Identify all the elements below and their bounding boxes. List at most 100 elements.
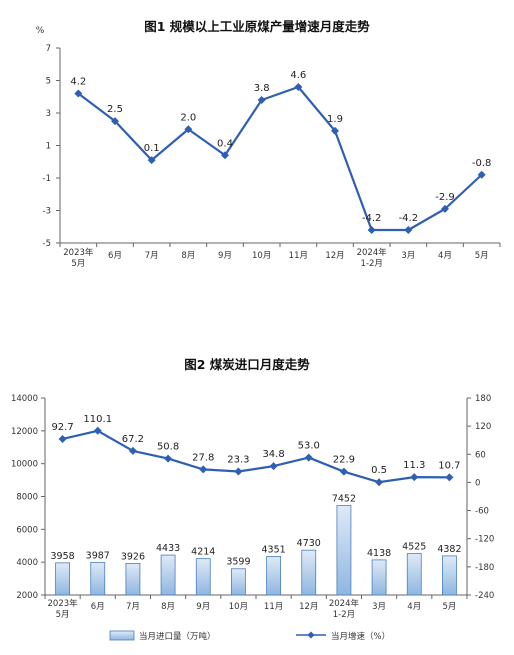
chart-1-series-line (77, 85, 483, 232)
chart-2-legend: 当月进口量（万吨） 当月增速（%） (109, 630, 390, 642)
data-point (111, 117, 119, 126)
x-tick-label: 4月 (407, 602, 421, 612)
legend-line-marker (307, 631, 315, 639)
y-tick-label: -5 (43, 239, 51, 249)
data-point (375, 478, 384, 487)
data-label: 23.3 (227, 454, 249, 465)
chart-1-y-unit: % (36, 26, 45, 36)
x-tick-label: 5月 (71, 259, 85, 269)
x-tick-label: 7月 (145, 251, 159, 261)
bar (125, 562, 141, 596)
left-y-tick-label: 2000 (16, 591, 38, 601)
x-tick-label: 5月 (442, 602, 456, 612)
data-point (331, 126, 339, 135)
left-y-tick-label: 8000 (16, 493, 38, 503)
data-label: -0.8 (472, 158, 492, 169)
data-point (58, 434, 67, 443)
x-tick-label: 12月 (299, 602, 318, 612)
y-tick-label: 3 (46, 109, 51, 119)
left-y-tick-label: 12000 (11, 427, 38, 437)
y-tick-label: -1 (43, 174, 51, 184)
bar-label: 4138 (367, 548, 391, 559)
data-point (441, 204, 449, 213)
bar (231, 568, 246, 596)
chart-1-y-ticks: 7 5 3 1 -1 -3 -5 (43, 44, 60, 249)
bar (160, 554, 176, 596)
bar (266, 556, 281, 596)
bar-label: 4525 (402, 542, 426, 553)
x-tick-label: 11月 (264, 602, 283, 612)
x-tick-label: 10月 (252, 251, 271, 261)
right-y-tick-label: -120 (475, 535, 494, 545)
bar (336, 505, 352, 596)
data-label: 2.5 (107, 104, 123, 115)
data-point (269, 462, 278, 471)
x-tick-label: 9月 (196, 602, 210, 612)
chart-2-title: 图2 煤炭进口月度走势 (184, 357, 310, 372)
chart-2-line: 92.7 110.1 67.2 50.8 27.8 23.3 34.8 53.0 22.9 0.5… (51, 414, 461, 487)
x-tick-label: 6月 (91, 602, 105, 612)
right-y-tick-label: -180 (475, 563, 494, 573)
y-tick-label: 5 (46, 77, 51, 87)
data-label: 50.8 (157, 442, 179, 453)
bar-label: 4214 (191, 547, 215, 558)
right-y-tick-label: -60 (475, 507, 489, 517)
x-tick-label: 8月 (161, 602, 175, 612)
data-label: 53.0 (298, 441, 320, 452)
data-label: -2.9 (435, 192, 455, 203)
bar (406, 553, 422, 596)
bar-label: 4382 (437, 544, 461, 555)
chart-1-title: 图1 规模以上工业原煤产量增速月度走势 (144, 19, 370, 34)
data-label: 2.0 (180, 112, 196, 123)
x-tick-label: 12月 (325, 251, 344, 261)
x-tick-label: 4月 (438, 251, 452, 261)
x-tick-label: 2023年 (48, 598, 79, 609)
data-label: 3.8 (254, 83, 270, 94)
left-y-tick-label: 14000 (11, 394, 38, 404)
data-label: 11.3 (403, 460, 425, 471)
bar-label: 3926 (121, 551, 145, 562)
bar (371, 559, 387, 596)
bar-label: 7452 (332, 493, 356, 504)
x-tick-label: 1-2月 (333, 610, 355, 620)
data-point (367, 226, 376, 234)
bar (195, 558, 211, 596)
data-label: -4.2 (399, 213, 419, 224)
data-point (74, 89, 83, 98)
data-point (257, 96, 266, 104)
x-tick-label: 5月 (475, 251, 489, 261)
x-tick-label: 11月 (289, 251, 308, 261)
data-label: -4.2 (362, 213, 382, 224)
bar-label: 3599 (226, 557, 250, 568)
left-y-tick-label: 10000 (11, 460, 38, 470)
y-tick-label: 7 (46, 44, 51, 54)
x-tick-label: 5月 (56, 610, 70, 620)
chart-1-series: 4.2 2.5 0.1 2.0 0.4 3.8 4.6 1.9 -4.2 -4.2 -2.9 -0.8 (70, 70, 491, 234)
data-label: 4.2 (70, 77, 86, 88)
left-y-tick-label: 6000 (16, 525, 38, 535)
data-point (477, 170, 486, 179)
data-label: 10.7 (438, 460, 460, 471)
data-label: 110.1 (83, 414, 112, 425)
x-tick-label: 10月 (229, 602, 248, 612)
right-y-tick-label: 180 (475, 394, 491, 404)
chart-2-left-y-ticks: 14000 12000 10000 8000 6000 4000 2000 (11, 394, 45, 601)
data-label: 67.2 (122, 434, 144, 445)
x-tick-label: 2024年 (329, 598, 360, 609)
right-y-tick-label: 0 (475, 478, 480, 488)
data-label: 27.8 (192, 452, 214, 463)
bar (90, 561, 106, 596)
bar-label: 4351 (261, 544, 285, 555)
data-point (164, 454, 173, 463)
bar-label: 4433 (156, 543, 180, 554)
bar (442, 555, 457, 596)
data-point (339, 467, 348, 476)
data-label: 0.4 (217, 138, 233, 149)
right-y-tick-label: 120 (475, 422, 491, 432)
data-label: 34.8 (262, 449, 284, 460)
chart-2-series-line (62, 429, 450, 484)
